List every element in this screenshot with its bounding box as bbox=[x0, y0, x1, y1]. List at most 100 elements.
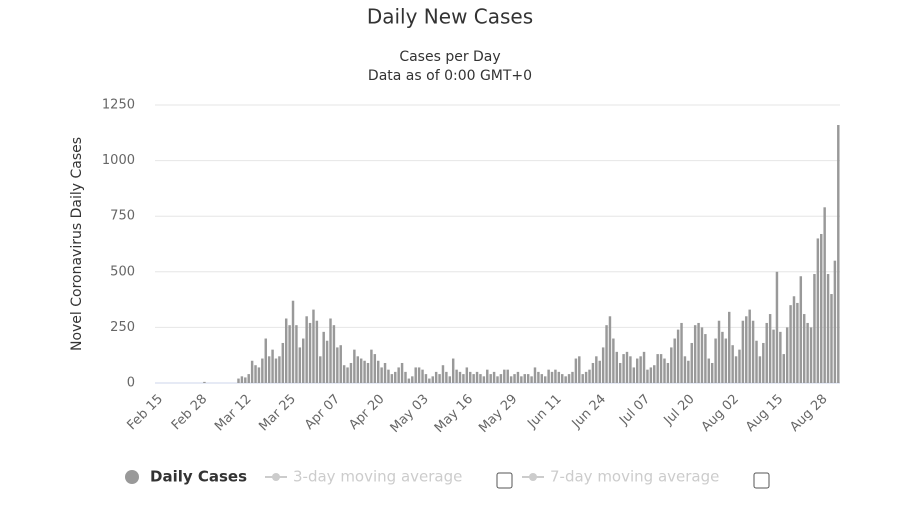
x-tick-label: Apr 20 bbox=[346, 392, 387, 433]
bar bbox=[441, 365, 445, 383]
x-tick-label: Jul 20 bbox=[661, 392, 698, 429]
x-tick-label: Feb 15 bbox=[124, 392, 166, 434]
checkbox[interactable] bbox=[496, 472, 513, 489]
bar bbox=[516, 371, 520, 383]
bar bbox=[363, 360, 366, 383]
bar bbox=[298, 347, 302, 383]
x-tick-label: Jun 11 bbox=[524, 392, 564, 432]
x-tick-label: Apr 07 bbox=[302, 392, 343, 433]
bar bbox=[366, 362, 370, 383]
bar bbox=[567, 374, 571, 383]
bar bbox=[486, 369, 489, 383]
bar bbox=[775, 271, 779, 383]
bar bbox=[741, 320, 745, 383]
bar bbox=[448, 376, 452, 383]
bar bbox=[601, 347, 605, 383]
bar bbox=[707, 358, 711, 383]
bar bbox=[530, 376, 533, 383]
bar bbox=[830, 294, 833, 383]
bar bbox=[738, 349, 741, 383]
bar bbox=[295, 325, 298, 383]
bar bbox=[785, 327, 789, 383]
bar bbox=[322, 331, 325, 383]
bar bbox=[455, 369, 458, 383]
bar bbox=[315, 320, 319, 383]
bar bbox=[387, 369, 390, 383]
bar bbox=[383, 362, 387, 383]
bar bbox=[714, 338, 717, 383]
bar bbox=[816, 238, 820, 383]
bar bbox=[540, 374, 544, 383]
bar bbox=[489, 374, 492, 383]
bar bbox=[370, 349, 373, 383]
bar bbox=[618, 362, 622, 383]
legend-label[interactable]: Daily Cases bbox=[150, 468, 247, 486]
legend-label[interactable]: 7-day moving average bbox=[550, 468, 719, 486]
bar bbox=[339, 345, 342, 383]
legend-label[interactable]: 3-day moving average bbox=[293, 468, 462, 486]
bar bbox=[605, 325, 608, 383]
checkbox[interactable] bbox=[753, 472, 770, 489]
bar bbox=[632, 367, 636, 383]
bar bbox=[680, 322, 683, 383]
bar bbox=[755, 340, 758, 383]
bar bbox=[482, 376, 486, 383]
bar bbox=[796, 302, 799, 383]
bar bbox=[376, 360, 380, 383]
bar bbox=[281, 342, 285, 383]
bar bbox=[833, 260, 837, 383]
bar bbox=[578, 356, 581, 383]
bar bbox=[813, 274, 816, 383]
bar bbox=[721, 331, 724, 383]
bar bbox=[469, 371, 472, 383]
chart-title: Daily New Cases bbox=[367, 5, 533, 29]
bar bbox=[710, 362, 714, 383]
bar bbox=[329, 318, 332, 383]
bar bbox=[417, 367, 421, 383]
bar bbox=[748, 309, 751, 383]
bar bbox=[806, 322, 809, 383]
bar bbox=[274, 358, 278, 383]
bar bbox=[397, 367, 400, 383]
bar bbox=[319, 356, 322, 383]
bar bbox=[823, 207, 826, 383]
bar bbox=[625, 351, 629, 383]
y-tick-label: 1000 bbox=[102, 153, 135, 168]
y-tick-label: 0 bbox=[127, 376, 135, 391]
bar bbox=[751, 320, 755, 383]
bar bbox=[261, 358, 264, 383]
bar bbox=[537, 371, 540, 383]
bar bbox=[434, 371, 438, 383]
bar bbox=[472, 374, 475, 383]
bar bbox=[458, 371, 462, 383]
bar bbox=[237, 378, 240, 383]
bar bbox=[772, 329, 775, 383]
x-tick-label: Aug 15 bbox=[743, 392, 786, 435]
bar bbox=[428, 378, 431, 383]
x-tick-label: Mar 25 bbox=[256, 392, 299, 435]
bar bbox=[792, 296, 796, 383]
bar bbox=[506, 369, 509, 383]
bar bbox=[414, 367, 417, 383]
bar bbox=[462, 374, 465, 383]
y-tick-label: 750 bbox=[110, 209, 135, 224]
legend-marker bbox=[529, 473, 537, 481]
bar bbox=[666, 362, 670, 383]
bar bbox=[673, 338, 676, 383]
bar bbox=[571, 371, 574, 383]
y-tick-label: 500 bbox=[110, 264, 135, 279]
bar bbox=[554, 369, 557, 383]
bar bbox=[336, 347, 339, 383]
bar bbox=[622, 354, 625, 383]
bar bbox=[359, 358, 363, 383]
bar bbox=[257, 367, 261, 383]
bar bbox=[591, 362, 595, 383]
x-tick-label: May 03 bbox=[388, 392, 432, 436]
bar bbox=[240, 376, 244, 383]
y-tick-label: 250 bbox=[110, 320, 135, 335]
bar bbox=[203, 381, 206, 383]
bar bbox=[820, 233, 823, 383]
bar bbox=[639, 356, 642, 383]
bar bbox=[683, 356, 687, 383]
